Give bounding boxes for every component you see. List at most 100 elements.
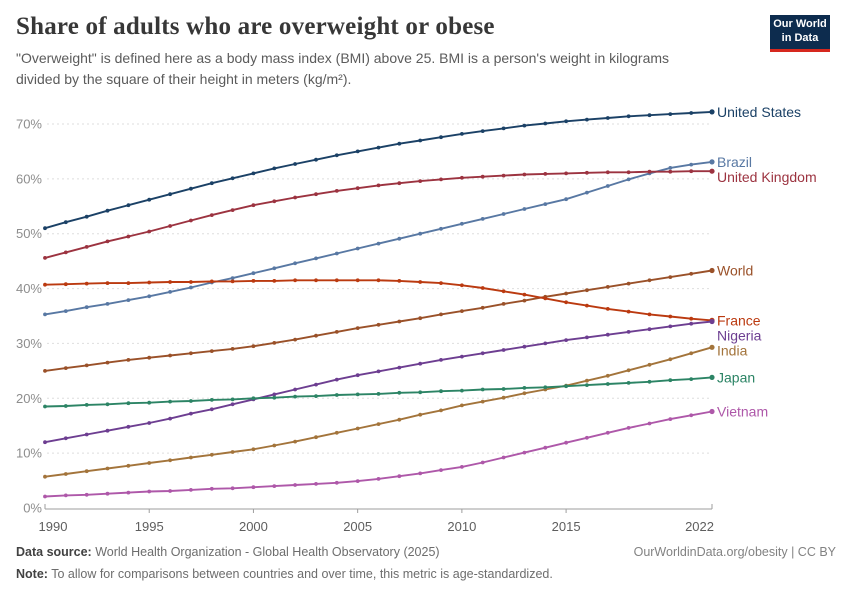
data-point[interactable] xyxy=(84,245,89,249)
data-point[interactable] xyxy=(314,192,318,197)
data-point[interactable] xyxy=(709,374,715,380)
data-point[interactable] xyxy=(605,116,610,120)
data-point[interactable] xyxy=(626,170,631,175)
data-point[interactable] xyxy=(543,296,548,301)
series-france[interactable] xyxy=(43,278,715,323)
data-point[interactable] xyxy=(147,421,152,425)
data-point[interactable] xyxy=(626,177,631,182)
data-point[interactable] xyxy=(626,281,631,286)
data-point[interactable] xyxy=(543,172,548,176)
data-point[interactable] xyxy=(334,251,339,256)
data-point[interactable] xyxy=(355,246,360,251)
data-point[interactable] xyxy=(105,360,110,365)
data-point[interactable] xyxy=(418,390,423,395)
series-japan[interactable] xyxy=(43,374,715,409)
data-point[interactable] xyxy=(439,468,443,472)
data-point[interactable] xyxy=(647,327,652,332)
data-point[interactable] xyxy=(605,285,610,289)
data-point[interactable] xyxy=(439,135,443,140)
data-point[interactable] xyxy=(460,283,464,288)
data-point[interactable] xyxy=(126,234,131,239)
data-point[interactable] xyxy=(585,170,589,175)
data-point[interactable] xyxy=(585,335,589,340)
data-point[interactable] xyxy=(376,477,381,481)
data-point[interactable] xyxy=(230,208,235,213)
series-world[interactable] xyxy=(43,267,715,373)
data-point[interactable] xyxy=(376,278,381,283)
data-point[interactable] xyxy=(668,275,673,279)
data-point[interactable] xyxy=(63,472,68,476)
data-point[interactable] xyxy=(293,337,297,342)
data-point[interactable] xyxy=(43,369,47,373)
data-point[interactable] xyxy=(668,166,673,170)
data-point[interactable] xyxy=(334,189,339,193)
data-point[interactable] xyxy=(480,305,485,310)
data-point[interactable] xyxy=(397,417,402,422)
data-point[interactable] xyxy=(689,111,694,115)
data-point[interactable] xyxy=(585,378,589,383)
data-point[interactable] xyxy=(168,399,173,404)
series-line-united-states[interactable] xyxy=(44,110,713,230)
data-point[interactable] xyxy=(84,403,89,407)
series-united-states[interactable] xyxy=(43,109,715,231)
data-point[interactable] xyxy=(668,169,673,174)
data-point[interactable] xyxy=(439,177,443,182)
data-point[interactable] xyxy=(626,368,631,373)
data-point[interactable] xyxy=(230,347,235,351)
data-point[interactable] xyxy=(147,294,152,299)
series-label-nigeria[interactable]: Nigeria xyxy=(717,327,762,343)
data-point[interactable] xyxy=(585,435,589,440)
data-point[interactable] xyxy=(334,430,339,435)
data-point[interactable] xyxy=(501,348,506,352)
data-point[interactable] xyxy=(293,387,297,392)
data-point[interactable] xyxy=(105,402,110,407)
data-point[interactable] xyxy=(189,280,193,284)
series-line-world[interactable] xyxy=(44,269,713,372)
data-point[interactable] xyxy=(189,218,193,223)
data-point[interactable] xyxy=(647,312,652,317)
data-point[interactable] xyxy=(105,208,110,213)
series-label-united-kingdom[interactable]: United Kingdom xyxy=(717,169,817,185)
data-point[interactable] xyxy=(439,358,443,362)
data-point[interactable] xyxy=(355,373,360,378)
series-label-united-states[interactable]: United States xyxy=(717,104,801,120)
data-point[interactable] xyxy=(147,489,152,494)
data-point[interactable] xyxy=(293,278,297,283)
data-point[interactable] xyxy=(230,176,235,181)
data-point[interactable] xyxy=(626,309,631,314)
data-point[interactable] xyxy=(397,365,402,370)
data-point[interactable] xyxy=(564,119,568,124)
data-point[interactable] xyxy=(355,426,360,431)
data-point[interactable] xyxy=(84,432,89,437)
data-point[interactable] xyxy=(522,344,527,349)
data-point[interactable] xyxy=(668,378,673,383)
data-point[interactable] xyxy=(251,344,256,349)
data-point[interactable] xyxy=(480,351,485,356)
data-point[interactable] xyxy=(293,483,297,487)
data-point[interactable] xyxy=(647,113,652,118)
owid-link[interactable]: OurWorldinData.org/obesity | CC BY xyxy=(633,545,836,559)
data-point[interactable] xyxy=(334,480,339,485)
data-point[interactable] xyxy=(605,373,610,378)
data-point[interactable] xyxy=(668,357,673,362)
data-point[interactable] xyxy=(355,326,360,330)
data-point[interactable] xyxy=(605,430,610,435)
data-point[interactable] xyxy=(564,171,568,176)
data-point[interactable] xyxy=(689,169,694,174)
data-point[interactable] xyxy=(209,279,214,284)
data-point[interactable] xyxy=(189,351,193,356)
data-point[interactable] xyxy=(84,305,89,310)
data-point[interactable] xyxy=(668,324,673,329)
data-point[interactable] xyxy=(689,162,694,167)
data-point[interactable] xyxy=(689,271,694,276)
data-point[interactable] xyxy=(480,286,485,290)
data-point[interactable] xyxy=(168,489,173,493)
data-point[interactable] xyxy=(605,307,610,311)
data-point[interactable] xyxy=(168,280,173,284)
data-point[interactable] xyxy=(460,132,464,136)
data-point[interactable] xyxy=(251,171,256,176)
data-point[interactable] xyxy=(272,443,277,448)
data-point[interactable] xyxy=(397,474,402,479)
